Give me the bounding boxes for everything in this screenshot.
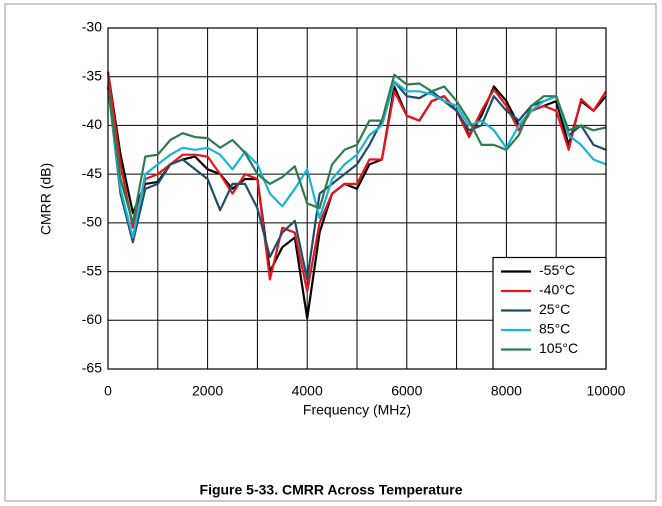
series-line <box>106 80 607 281</box>
y-tick-label: -40 <box>82 116 102 132</box>
legend-label: 105°C <box>539 340 578 356</box>
y-tick-label: -50 <box>82 214 102 230</box>
y-tick-label: -30 <box>82 19 102 35</box>
frame <box>4 3 657 502</box>
x-tick-label: 6000 <box>391 383 422 399</box>
y-tick-label: -35 <box>82 67 102 83</box>
x-tick-label: 8000 <box>491 383 522 399</box>
legend-label: -40°C <box>539 282 575 298</box>
caption: Figure 5-33. CMRR Across Temperature <box>200 482 463 498</box>
y-tick-label: -65 <box>82 360 102 376</box>
y-tick-label: -55 <box>82 262 102 278</box>
y-tick-label: -45 <box>82 165 102 181</box>
x-tick-label: 2000 <box>192 383 223 399</box>
y-tick-label: -60 <box>82 311 102 327</box>
legend-label: 85°C <box>539 321 570 337</box>
x-tick-label: 10000 <box>587 383 626 399</box>
x-tick-label: 0 <box>104 383 112 399</box>
x-axis-label: Frequency (MHz) <box>303 402 411 418</box>
plot-border <box>107 27 607 370</box>
y-axis-label: CMRR (dB) <box>38 163 54 235</box>
legend: -55°C -40°C 25°C 85°C 105°C <box>492 256 607 370</box>
series-line <box>106 80 607 239</box>
legend-label: 25°C <box>539 301 570 317</box>
series-line <box>106 73 607 224</box>
x-tick-label: 4000 <box>292 383 323 399</box>
legend-label: -55°C <box>539 262 575 278</box>
